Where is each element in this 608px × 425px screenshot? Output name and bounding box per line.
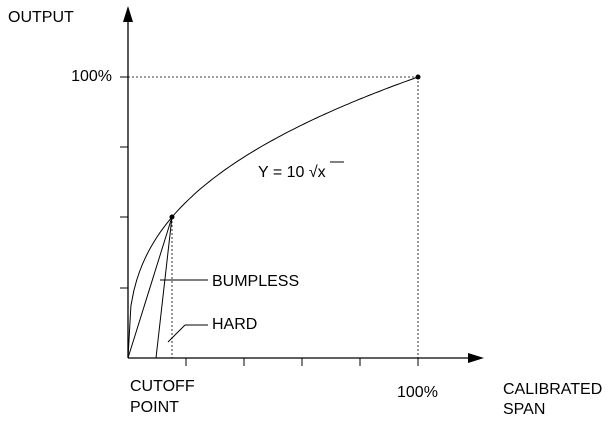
annotation: BUMPLESS: [212, 273, 299, 290]
equation: Y = 10 √x: [258, 164, 326, 181]
cutoff-label: POINT: [130, 399, 179, 416]
x-arrow: [468, 353, 484, 363]
x-max-label: 100%: [397, 384, 438, 401]
x-label: SPAN: [503, 401, 545, 418]
cutoff-point: [169, 214, 175, 220]
y-arrow: [123, 6, 133, 22]
x-label: CALIBRATED: [503, 381, 602, 398]
sqrt-curve: [127, 76, 419, 359]
bumpless-line: [127, 216, 173, 359]
annotation: HARD: [212, 316, 257, 333]
y-label: OUTPUT: [8, 9, 74, 26]
hard-line: [155, 216, 173, 359]
leader: [167, 324, 186, 343]
end-point: [415, 74, 421, 80]
y-max-label: 100%: [71, 68, 112, 85]
y-ticks: [120, 76, 128, 289]
cutoff-label: CUTOFF: [130, 378, 195, 395]
x-ticks: [185, 358, 419, 366]
